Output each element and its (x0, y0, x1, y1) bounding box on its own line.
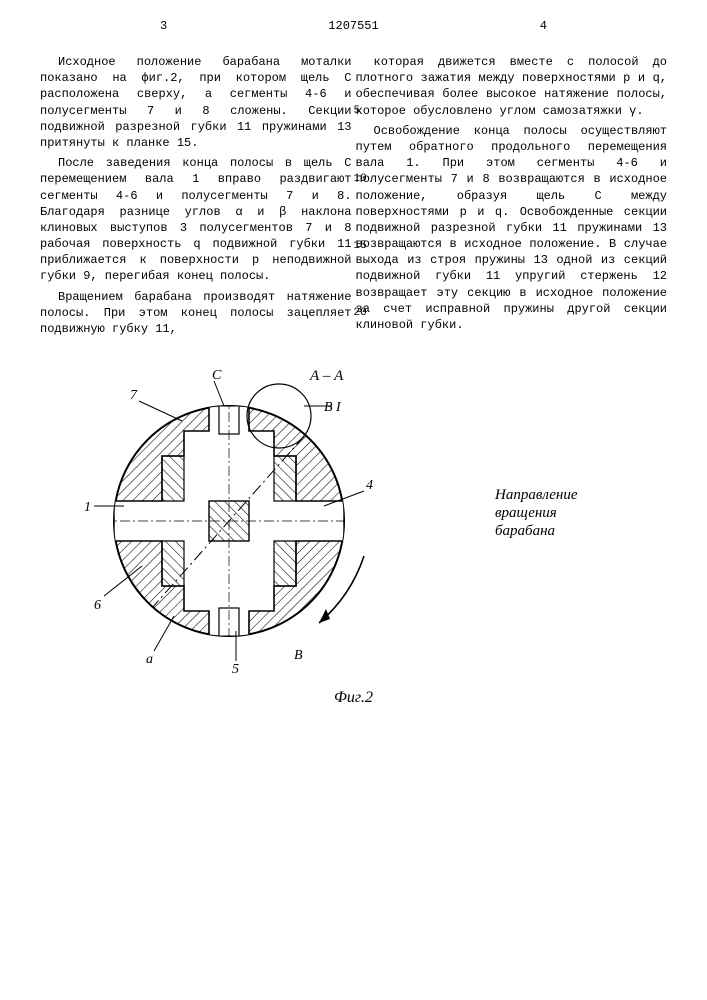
rotation-direction-label: Направление вращения барабана (495, 486, 578, 540)
line-num-20: 20 (354, 306, 367, 321)
rotation-l2: вращения (495, 505, 557, 521)
callout-I: I (335, 400, 342, 415)
page-number-left: 3 (160, 18, 167, 34)
rotation-arrow-head (319, 609, 330, 623)
callout-B-top: B (324, 400, 333, 415)
right-column: которая движется вместе с полосой до пло… (356, 54, 668, 341)
two-column-text: Исходное положение барабана моталки пока… (40, 54, 667, 341)
callout-B-bottom: B (294, 648, 303, 663)
rotation-l3: барабана (495, 523, 555, 539)
callout-a: a (146, 652, 153, 667)
para-l2: После заведения конца полосы в щель С пе… (40, 155, 352, 285)
page-number-right: 4 (540, 18, 547, 34)
line-num-15: 15 (354, 239, 367, 254)
callout-5: 5 (232, 662, 239, 677)
section-label: А – А (310, 366, 343, 386)
left-column: Исходное положение барабана моталки пока… (40, 54, 352, 341)
line-num-5: 5 (354, 104, 361, 119)
rotation-l1: Направление (495, 487, 578, 503)
page-header: 3 1207551 4 (40, 18, 667, 46)
figure-caption: Фиг.2 (40, 687, 667, 709)
line-num-10: 10 (354, 172, 367, 187)
para-l3: Вращением барабана производят натяжение … (40, 289, 352, 338)
para-l1: Исходное положение барабана моталки пока… (40, 54, 352, 151)
figure-2: А – А (40, 361, 667, 709)
document-id: 1207551 (328, 18, 378, 34)
para-r2: Освобождение конца полосы осуществляют п… (356, 123, 668, 333)
para-r1: которая движется вместе с полосой до пло… (356, 54, 668, 119)
callout-7: 7 (130, 388, 138, 403)
callout-4: 4 (366, 478, 373, 493)
callout-C: C (212, 368, 222, 383)
callout-1: 1 (84, 500, 91, 515)
callout-6: 6 (94, 598, 101, 613)
